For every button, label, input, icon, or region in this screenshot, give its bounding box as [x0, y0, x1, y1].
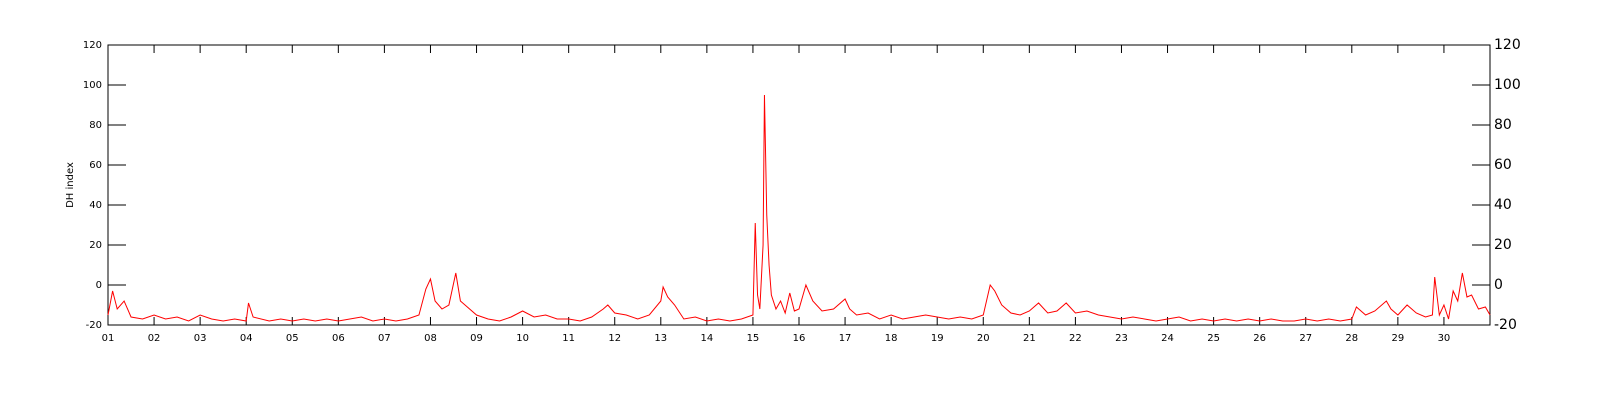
y-tick-label: 120	[83, 40, 102, 51]
x-tick-label: 24	[1161, 333, 1174, 344]
x-tick-label: 11	[562, 333, 575, 344]
y-tick-label: 40	[89, 200, 102, 211]
x-tick-label: 16	[793, 333, 806, 344]
x-tick-label: 01	[102, 333, 115, 344]
y-tick-label: 80	[89, 120, 102, 131]
x-tick-label: 22	[1069, 333, 1082, 344]
x-tick-label: 19	[931, 333, 944, 344]
x-tick-label: 10	[516, 333, 529, 344]
y2-tick-label: 20	[1494, 237, 1512, 253]
y-tick-label: 0	[96, 280, 102, 291]
x-tick-label: 07	[378, 333, 391, 344]
y2-tick-label: -20	[1494, 317, 1517, 333]
x-tick-label: 12	[608, 333, 621, 344]
x-tick-label: 05	[286, 333, 299, 344]
x-tick-label: 02	[148, 333, 161, 344]
x-tick-label: 30	[1438, 333, 1451, 344]
y2-tick-label: 60	[1494, 157, 1512, 173]
y-tick-label: 20	[89, 240, 102, 251]
x-tick-label: 04	[240, 333, 253, 344]
y2-tick-label: 0	[1494, 277, 1503, 293]
x-tick-label: 09	[470, 333, 483, 344]
y-tick-label: -20	[86, 320, 102, 331]
plot-frame	[107, 44, 1491, 326]
x-tick-label: 15	[747, 333, 760, 344]
y2-tick-label: 100	[1494, 77, 1521, 93]
x-tick-label: 06	[332, 333, 345, 344]
x-tick-label: 28	[1345, 333, 1358, 344]
x-tick-label: 14	[700, 333, 713, 344]
y2-tick-label: 40	[1494, 197, 1512, 213]
x-tick-label: 23	[1115, 333, 1128, 344]
x-tick-label: 03	[194, 333, 207, 344]
x-tick-label: 26	[1253, 333, 1266, 344]
y2-tick-label: 80	[1494, 117, 1512, 133]
x-tick-label: 27	[1299, 333, 1312, 344]
y2-tick-label: 120	[1494, 37, 1521, 53]
y-axis-label: DH index	[65, 162, 76, 208]
x-tick-label: 20	[977, 333, 990, 344]
y-tick-label: 100	[83, 80, 102, 91]
x-tick-label: 08	[424, 333, 437, 344]
x-tick-label: 13	[654, 333, 667, 344]
x-tick-label: 29	[1391, 333, 1404, 344]
x-tick-label: 25	[1207, 333, 1220, 344]
x-tick-label: 21	[1023, 333, 1036, 344]
x-tick-label: 18	[885, 333, 898, 344]
x-tick-label: 17	[839, 333, 852, 344]
data-line	[107, 94, 1491, 322]
y-tick-label: 60	[89, 160, 102, 171]
